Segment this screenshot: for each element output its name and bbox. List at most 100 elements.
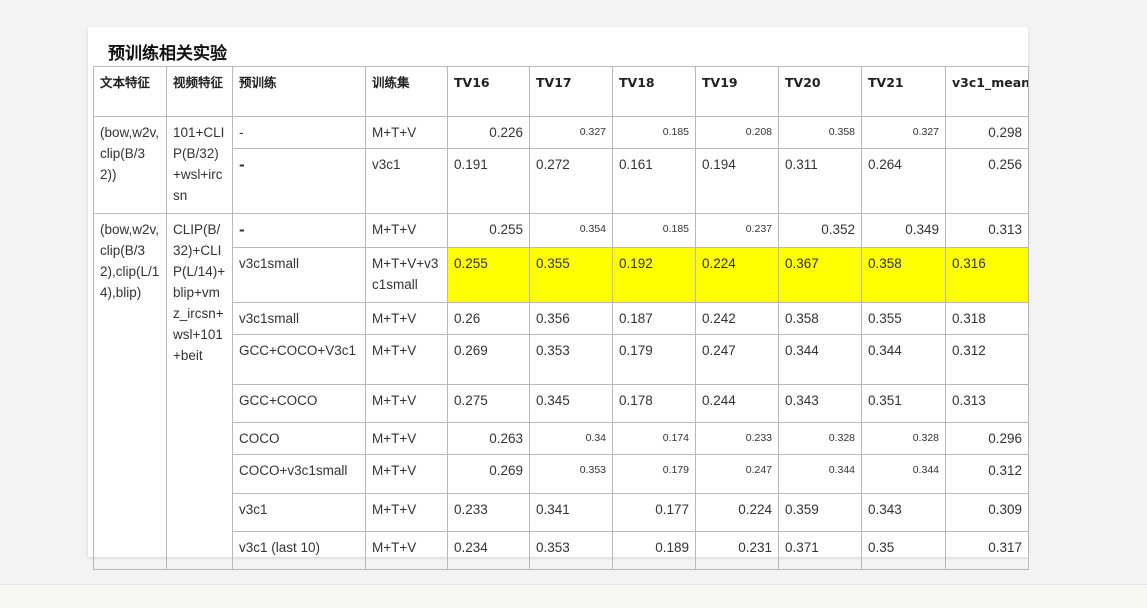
pretrain-cell: v3c1 (232, 493, 366, 532)
train-set-cell: M+T+V (365, 334, 448, 385)
text-feature-cell: (bow,w2v,clip(B/32)) (93, 116, 167, 214)
header-pretrain: 预训练 (232, 66, 366, 117)
value-cell: 0.178 (612, 384, 696, 423)
header-train-set: 训练集 (365, 66, 448, 117)
value-cell: 0.353 (529, 531, 613, 570)
highlighted-value-cell: 0.255 (447, 247, 530, 303)
value-cell: 0.269 (447, 334, 530, 385)
value-cell: 0.161 (612, 148, 696, 214)
value-cell: 0.353 (529, 334, 613, 385)
header-text-feature: 文本特征 (93, 66, 167, 117)
value-cell: 0.187 (612, 302, 696, 335)
page-title: 预训练相关实验 (108, 44, 227, 64)
train-set-cell: M+T+V (365, 116, 448, 149)
table-row: (bow,w2v,clip(B/32)) 101+CLIP(B/32)+wsl+… (93, 116, 1029, 214)
train-set-cell: v3c1 (365, 148, 448, 214)
pretrain-cell: v3c1small (232, 247, 366, 303)
pretrain-cell: GCC+COCO+V3c1 (232, 334, 366, 385)
value-cell: 0.275 (447, 384, 530, 423)
header-row: 文本特征 视频特征 预训练 训练集 TV16 TV17 TV18 TV19 TV… (93, 66, 1029, 117)
value-cell: 0.327 (529, 116, 613, 149)
header-tv21: TV21 (861, 66, 946, 117)
train-set-cell: M+T+V (365, 384, 448, 423)
value-cell: 0.242 (695, 302, 779, 335)
header-v3c1-mean: v3c1_mean (945, 66, 1029, 117)
table-row: COCO M+T+V 0.263 0.34 0.174 0.233 0.328 … (94, 422, 1029, 455)
table-row: GCC+COCO+V3c1 M+T+V 0.269 0.353 0.179 0.… (94, 334, 1029, 385)
value-cell: 0.255 (447, 213, 530, 248)
value-cell: 0.208 (695, 116, 779, 149)
value-cell: 0.344 (861, 454, 946, 494)
value-cell: 0.237 (695, 213, 779, 248)
table-row: GCC+COCO M+T+V 0.275 0.345 0.178 0.244 0… (94, 384, 1029, 423)
value-cell: 0.185 (612, 213, 696, 248)
value-cell: 0.344 (861, 334, 946, 385)
value-cell: 0.185 (612, 116, 696, 149)
value-cell: 0.352 (778, 213, 862, 248)
value-cell: 0.358 (778, 116, 862, 149)
value-cell: 0.179 (612, 454, 696, 494)
value-cell: 0.233 (447, 493, 530, 532)
value-cell: 0.353 (529, 454, 613, 494)
train-set-cell: M+T+V+v3c1small (365, 247, 448, 303)
value-cell: 0.298 (945, 116, 1029, 149)
train-set-cell: M+T+V (365, 531, 448, 570)
pretrain-cell: - (232, 213, 366, 248)
train-set-cell: M+T+V (365, 213, 448, 248)
pretrain-cell: - (232, 116, 366, 149)
table-row: - v3c1 0.191 0.272 0.161 0.194 0.311 0.2… (94, 148, 1029, 214)
value-cell: 0.354 (529, 213, 613, 248)
value-cell: 0.312 (945, 334, 1029, 385)
value-cell: 0.328 (861, 422, 946, 455)
highlighted-value-cell: 0.224 (695, 247, 779, 303)
value-cell: 0.35 (861, 531, 946, 570)
results-table: 文本特征 视频特征 预训练 训练集 TV16 TV17 TV18 TV19 TV… (93, 66, 1029, 570)
value-cell: 0.231 (695, 531, 779, 570)
highlighted-value-cell: 0.367 (778, 247, 862, 303)
value-cell: 0.327 (861, 116, 946, 149)
pretrain-cell: - (232, 148, 366, 214)
value-cell: 0.191 (447, 148, 530, 214)
value-cell: 0.244 (695, 384, 779, 423)
header-tv19: TV19 (695, 66, 779, 117)
train-set-cell: M+T+V (365, 493, 448, 532)
pretrain-cell: v3c1small (232, 302, 366, 335)
table-row-highlighted: v3c1small M+T+V+v3c1small 0.255 0.355 0.… (94, 247, 1029, 303)
table-row: COCO+v3c1small M+T+V 0.269 0.353 0.179 0… (94, 454, 1029, 494)
value-cell: 0.179 (612, 334, 696, 385)
header-tv17: TV17 (529, 66, 613, 117)
value-cell: 0.359 (778, 493, 862, 532)
bottom-bar (0, 584, 1147, 608)
value-cell: 0.263 (447, 422, 530, 455)
value-cell: 0.371 (778, 531, 862, 570)
pretrain-cell: COCO+v3c1small (232, 454, 366, 494)
value-cell: 0.247 (695, 334, 779, 385)
header-tv16: TV16 (447, 66, 530, 117)
header-video-feature: 视频特征 (166, 66, 233, 117)
value-cell: 0.189 (612, 531, 696, 570)
value-cell: 0.344 (778, 334, 862, 385)
value-cell: 0.247 (695, 454, 779, 494)
value-cell: 0.309 (945, 493, 1029, 532)
value-cell: 0.344 (778, 454, 862, 494)
value-cell: 0.358 (778, 302, 862, 335)
value-cell: 0.256 (945, 148, 1029, 214)
value-cell: 0.351 (861, 384, 946, 423)
video-feature-cell: 101+CLIP(B/32)+wsl+ircsn (166, 116, 233, 214)
highlighted-value-cell: 0.192 (612, 247, 696, 303)
pretrain-cell: GCC+COCO (232, 384, 366, 423)
table-row: v3c1 M+T+V 0.233 0.341 0.177 0.224 0.359… (94, 493, 1029, 532)
value-cell: 0.349 (861, 213, 946, 248)
value-cell: 0.269 (447, 454, 530, 494)
value-cell: 0.355 (861, 302, 946, 335)
text-feature-cell: (bow,w2v,clip(B/32),clip(L/14),blip) (93, 213, 167, 570)
value-cell: 0.264 (861, 148, 946, 214)
value-cell: 0.224 (695, 493, 779, 532)
train-set-cell: M+T+V (365, 302, 448, 335)
table-row: v3c1 (last 10) M+T+V 0.234 0.353 0.189 0… (94, 531, 1029, 570)
value-cell: 0.328 (778, 422, 862, 455)
table-row: (bow,w2v,clip(B/32),clip(L/14),blip) CLI… (93, 213, 1029, 570)
train-set-cell: M+T+V (365, 454, 448, 494)
value-cell: 0.343 (861, 493, 946, 532)
value-cell: 0.234 (447, 531, 530, 570)
